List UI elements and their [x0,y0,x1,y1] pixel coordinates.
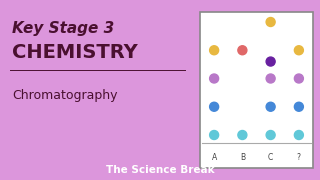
Text: C: C [268,154,273,163]
Circle shape [266,102,275,111]
Circle shape [294,102,303,111]
Circle shape [294,74,303,83]
Text: B: B [240,154,245,163]
Circle shape [210,130,219,140]
Circle shape [210,74,219,83]
Text: Key Stage 3: Key Stage 3 [12,21,114,35]
Text: CHEMISTRY: CHEMISTRY [12,42,138,62]
Text: ?: ? [297,154,301,163]
Text: The Science Break: The Science Break [106,165,214,175]
Bar [200,12,313,168]
Circle shape [266,130,275,140]
Circle shape [294,46,303,55]
Circle shape [266,57,275,66]
Circle shape [238,130,247,140]
Circle shape [210,102,219,111]
Text: Chromatography: Chromatography [12,89,117,102]
Circle shape [266,17,275,26]
Text: A: A [212,154,217,163]
Circle shape [210,46,219,55]
Circle shape [266,74,275,83]
Circle shape [238,46,247,55]
Circle shape [294,130,303,140]
